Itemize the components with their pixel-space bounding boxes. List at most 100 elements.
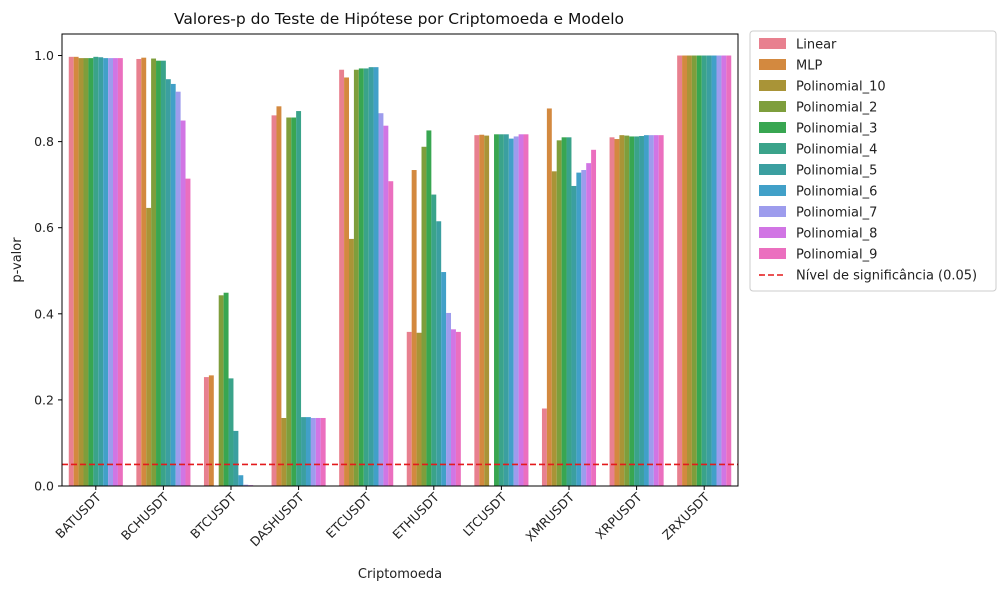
x-tick-label: ZRXUSDT (659, 489, 712, 542)
bar-zrxusdt-polinomial-4 (701, 55, 707, 487)
legend-label: Polinomial_4 (796, 143, 877, 158)
bar-btcusdt-polinomial-7 (243, 484, 249, 486)
legend-swatch (759, 59, 786, 70)
bar-btcusdt-polinomial-5 (233, 430, 239, 486)
bar-ltcusdt-polinomial-7 (513, 136, 519, 486)
bar-dashusdt-mlp (276, 106, 282, 486)
bar-xrpusdt-mlp (614, 139, 620, 487)
legend-label: Polinomial_9 (796, 248, 877, 263)
bar-ltcusdt-polinomial-5 (503, 134, 509, 487)
legend-label: Polinomial_6 (796, 185, 877, 200)
x-tick-label: ETHUSDT (389, 489, 442, 542)
bar-zrxusdt-polinomial-7 (716, 55, 722, 487)
legend-label: Linear (796, 38, 837, 53)
bar-zrxusdt-polinomial-6 (711, 55, 717, 487)
bar-bchusdt-polinomial-2 (151, 58, 157, 486)
legend-swatch (759, 227, 786, 238)
x-tick-label: DASHUSDT (247, 489, 307, 549)
bar-etcusdt-polinomial-8 (383, 125, 389, 486)
bar-xrpusdt-polinomial-7 (648, 135, 654, 486)
legend-frame (749, 30, 997, 292)
bar-xmrusdt-polinomial-2 (556, 140, 562, 486)
bar-dashusdt-polinomial-8 (315, 417, 321, 486)
legend-swatch (759, 206, 786, 217)
legend-swatch (759, 143, 786, 154)
bar-btcusdt-polinomial-4 (228, 378, 234, 486)
bar-xmrusdt-polinomial-7 (581, 170, 587, 486)
y-tick-label: 0.4 (34, 306, 54, 321)
bar-zrxusdt-mlp (682, 55, 687, 487)
legend-label: Polinomial_10 (796, 80, 886, 95)
bar-batusdt-polinomial-7 (108, 58, 114, 487)
bar-ethusdt-polinomial-6 (441, 272, 447, 486)
x-tick-label: BTCUSDT (187, 489, 239, 541)
bar-ethusdt-polinomial-10 (416, 332, 422, 486)
bar-ethusdt-polinomial-9 (455, 331, 461, 486)
bar-etcusdt-polinomial-2 (353, 69, 359, 486)
bar-xmrusdt-polinomial-3 (561, 137, 567, 486)
bar-bchusdt-polinomial-5 (165, 79, 171, 486)
bar-btcusdt-linear (203, 377, 209, 486)
bar-xrpusdt-polinomial-2 (624, 135, 630, 486)
y-tick-label: 0.8 (34, 134, 54, 149)
bar-etcusdt-polinomial-3 (358, 68, 364, 486)
bar-ltcusdt-polinomial-8 (518, 134, 524, 487)
bar-batusdt-linear (68, 56, 74, 486)
bar-dashusdt-polinomial-2 (286, 117, 292, 486)
y-axis: 0.0 0.2 0.4 0.6 0.8 1.0 (34, 48, 62, 494)
bar-bchusdt-polinomial-9 (185, 178, 191, 486)
bar-btcusdt-polinomial-6 (238, 475, 244, 486)
y-axis-label: p-valor (10, 237, 25, 283)
bar-batusdt-polinomial-9 (117, 58, 123, 487)
bar-xrpusdt-polinomial-5 (639, 136, 644, 486)
y-tick-label: 0.0 (34, 479, 54, 494)
bar-ethusdt-polinomial-3 (426, 130, 432, 486)
y-tick-label: 1.0 (34, 48, 54, 63)
bar-etcusdt-polinomial-9 (388, 181, 394, 486)
bar-ethusdt-polinomial-4 (431, 194, 437, 486)
bar-batusdt-mlp (73, 56, 79, 486)
bar-xmrusdt-polinomial-4 (566, 137, 572, 486)
bar-etcusdt-polinomial-6 (373, 67, 379, 487)
bar-etcusdt-linear (339, 69, 345, 486)
legend-label: Polinomial_8 (796, 227, 877, 242)
bar-dashusdt-polinomial-9 (320, 417, 326, 486)
bar-zrxusdt-polinomial-3 (696, 55, 702, 487)
bar-batusdt-polinomial-3 (88, 58, 94, 487)
bar-ethusdt-polinomial-7 (446, 312, 452, 486)
x-tick-label: LTCUSDT (460, 489, 510, 539)
bar-ltcusdt-polinomial-4 (498, 134, 504, 487)
bar-bchusdt-polinomial-4 (160, 60, 166, 486)
legend-swatch (759, 164, 786, 175)
bar-ethusdt-mlp (411, 170, 417, 486)
bar-zrxusdt-polinomial-8 (721, 55, 727, 487)
chart-title: Valores-p do Teste de Hipótese por Cript… (174, 10, 624, 28)
bar-ltcusdt-linear (474, 135, 480, 486)
legend: Linear MLP Polinomial_10 Polinomial_2 Polino… (749, 30, 997, 292)
bar-ltcusdt-polinomial-3 (494, 134, 499, 487)
bar-bchusdt-polinomial-7 (175, 91, 181, 487)
legend-swatch (759, 101, 786, 112)
legend-label-significance: Nível de significância (0.05) (796, 269, 977, 284)
bar-dashusdt-polinomial-3 (291, 117, 297, 486)
bar-xrpusdt-polinomial-4 (634, 136, 640, 486)
bar-xmrusdt-linear (541, 408, 547, 486)
legend-label: Polinomial_7 (796, 206, 877, 221)
legend-swatch (759, 38, 786, 49)
x-axis-label: Criptomoeda (358, 567, 442, 582)
bar-xrpusdt-polinomial-3 (629, 136, 635, 486)
bar-zrxusdt-polinomial-2 (691, 55, 697, 487)
legend-label: Polinomial_2 (796, 101, 877, 116)
bar-xmrusdt-polinomial-5 (571, 185, 577, 486)
bar-dashusdt-polinomial-10 (281, 417, 287, 486)
bar-dashusdt-linear (271, 115, 277, 487)
bar-xrpusdt-polinomial-6 (643, 135, 649, 486)
legend-swatch (759, 122, 786, 133)
bar-batusdt-polinomial-8 (113, 58, 118, 487)
legend-swatch (759, 185, 786, 196)
bar-ethusdt-polinomial-8 (451, 329, 456, 486)
legend-label: MLP (796, 59, 822, 74)
bar-zrxusdt-polinomial-9 (726, 55, 732, 487)
bar-etcusdt-polinomial-10 (348, 238, 354, 486)
